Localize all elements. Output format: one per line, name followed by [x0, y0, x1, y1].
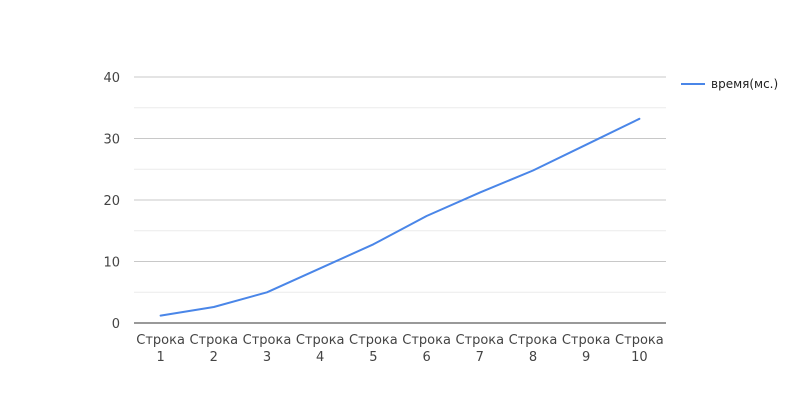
x-tick-label-line: 3: [263, 350, 271, 365]
y-tick-label: 10: [103, 256, 120, 271]
x-tick-label-line: Строка: [509, 333, 558, 348]
x-tick-label-line: Строка: [562, 333, 611, 348]
y-tick-label: 30: [103, 133, 120, 148]
x-tick-label-line: 10: [631, 350, 648, 365]
y-tick-label: 0: [112, 317, 120, 332]
x-tick-label: Строка 9: [562, 333, 611, 365]
x-tick-label-line: Строка: [402, 333, 451, 348]
x-tick-label-line: Строка: [243, 333, 292, 348]
x-tick-label-line: Строка: [455, 333, 504, 348]
x-tick-label-line: 8: [529, 350, 537, 365]
x-tick-label-line: 5: [369, 350, 377, 365]
y-tick-label: 20: [103, 194, 120, 209]
x-tick-label-line: 7: [476, 350, 484, 365]
x-tick-label-line: Строка: [136, 333, 185, 348]
x-tick-label-line: Строка: [349, 333, 398, 348]
x-tick-label-line: 4: [316, 350, 324, 365]
y-tick-label: 40: [103, 71, 120, 86]
x-tick-label: Строка 2: [189, 333, 238, 365]
grid-layer: [134, 76, 666, 293]
x-tick-label-line: Строка: [189, 333, 238, 348]
x-tick-label: Строка 4: [296, 333, 345, 365]
x-tick-label-line: 2: [210, 350, 218, 365]
x-tick-label: Строка 7: [455, 333, 504, 365]
x-tick-label-line: 9: [582, 350, 590, 365]
x-tick-label: Строка 5: [349, 333, 398, 365]
series-line: [159, 117, 641, 317]
legend: время(мс.): [681, 77, 778, 91]
x-tick-label-line: 6: [422, 350, 430, 365]
x-tick-label-line: 1: [156, 350, 164, 365]
legend-entry-label: время(мс.): [711, 77, 778, 91]
x-tick-label: Строка 8: [509, 333, 558, 365]
x-tick-label-line: Строка: [615, 333, 664, 348]
series-layer: [159, 117, 641, 317]
x-tick-label-line: Строка: [296, 333, 345, 348]
x-tick-label: Строка 10: [615, 333, 664, 365]
x-tick-label: Строка 3: [243, 333, 292, 365]
x-tick-label: Строка 6: [402, 333, 451, 365]
x-tick-label: Строка 1: [136, 333, 185, 365]
